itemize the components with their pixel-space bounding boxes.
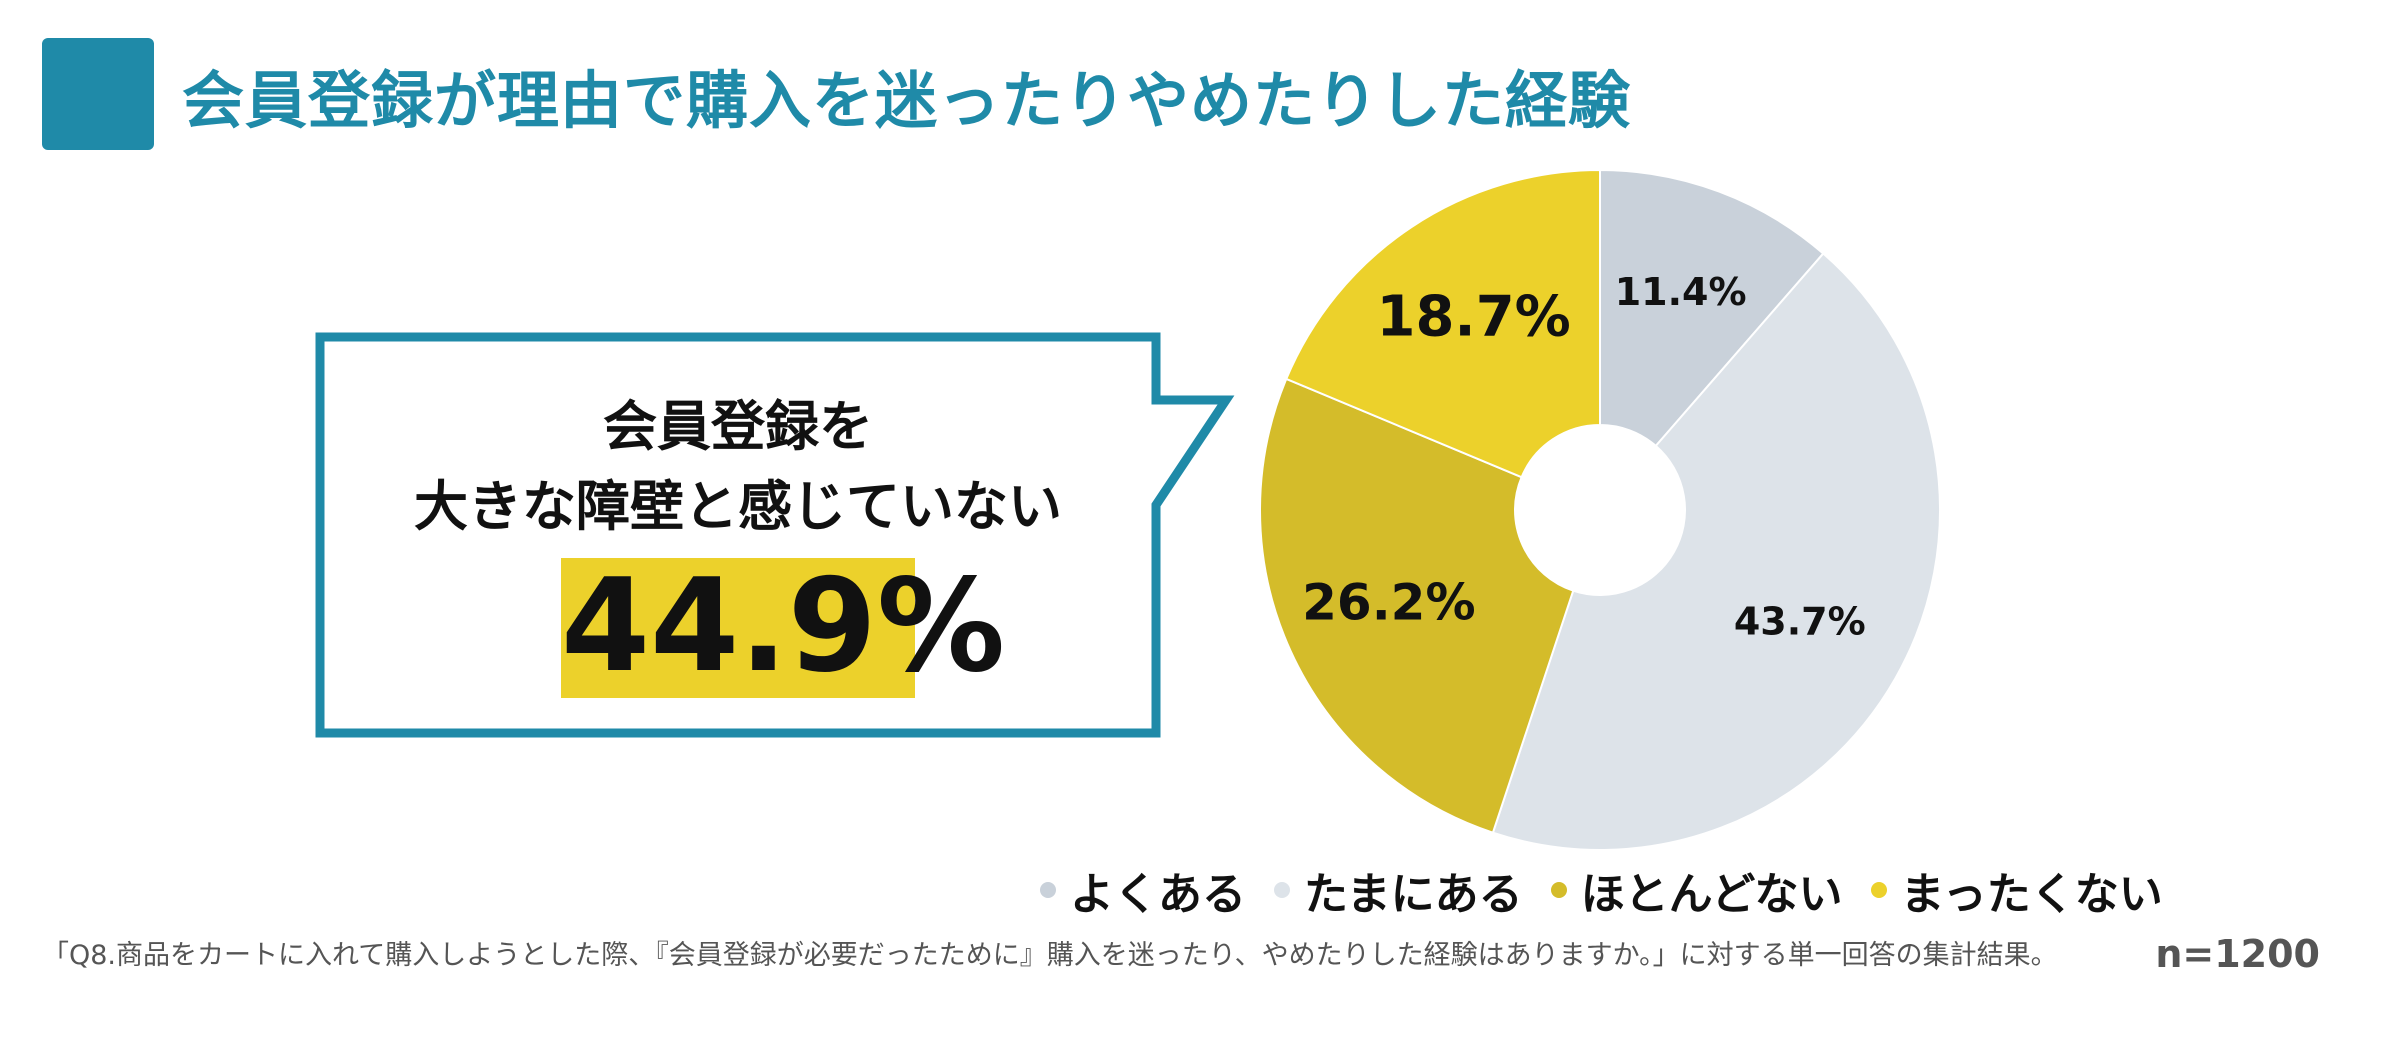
legend-dot-icon (1040, 882, 1056, 898)
legend-label: たまにある (1304, 869, 1523, 920)
title-accent-block (42, 38, 154, 150)
chart-title: 会員登録が理由で購入を迷ったりやめたりした経験 (182, 64, 1632, 137)
callout-bubble (315, 332, 1235, 738)
legend-dot-icon (1870, 882, 1887, 898)
donut-label-4: 18.7% (1376, 284, 1570, 349)
callout-line-1: 会員登録を (603, 395, 873, 458)
legend-dot-icon (1550, 882, 1567, 898)
legend-label: まったくない (1900, 869, 2163, 920)
legend-label: ほとんどない (1580, 869, 1843, 920)
sample-size: n=1200 (2155, 932, 2320, 976)
donut-slice-2 (1491, 252, 1941, 851)
footnote: 「Q8.商品をカートに入れて購入しようとした際、『会員登録が必要だったために』購… (42, 940, 2058, 971)
legend-item-hotondo-nai: ほとんどない (1550, 858, 1843, 922)
legend-item-mattaku-nai: まったくない (1870, 858, 2163, 922)
donut-label-1: 11.4% (1615, 270, 1747, 314)
donut-label-3: 26.2% (1302, 574, 1475, 632)
chart-legend: よくある たまにある ほとんどない まったくない (1040, 858, 2191, 922)
legend-item-yoku-aru: よくある (1040, 858, 1246, 922)
callout-bubble-outline (315, 332, 1235, 738)
legend-dot-icon (1274, 882, 1290, 898)
legend-item-tamani-aru: たまにある (1274, 858, 1523, 922)
donut-slice-3 (1259, 377, 1575, 834)
callout-highlight (561, 558, 915, 698)
callout-value: 44.9% (561, 552, 1006, 701)
donut-slice-4 (1284, 168, 1601, 479)
donut-slice-1 (1599, 168, 1825, 448)
legend-label: よくある (1070, 869, 1246, 920)
donut-label-2: 43.7% (1734, 599, 1866, 643)
callout-line-2: 大きな障壁と感じていない (414, 475, 1062, 538)
donut-chart: 11.4% 43.7% 26.2% 18.7% (1259, 168, 1941, 851)
